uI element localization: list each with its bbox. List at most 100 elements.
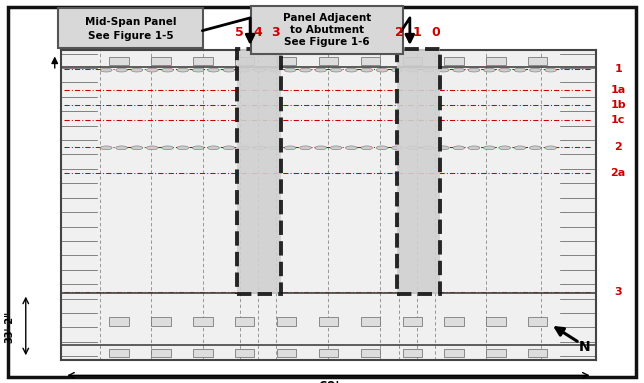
Ellipse shape — [162, 68, 173, 72]
Ellipse shape — [422, 146, 434, 150]
Bar — [528, 349, 547, 357]
Ellipse shape — [407, 146, 419, 150]
Ellipse shape — [131, 146, 143, 150]
Bar — [319, 317, 338, 326]
Ellipse shape — [177, 68, 189, 72]
Ellipse shape — [223, 146, 234, 150]
Text: 33'-2": 33'-2" — [5, 311, 15, 342]
Bar — [402, 349, 422, 357]
Ellipse shape — [146, 146, 158, 150]
Ellipse shape — [437, 146, 449, 150]
Bar — [528, 57, 547, 65]
Ellipse shape — [376, 146, 388, 150]
Bar — [109, 317, 129, 326]
Ellipse shape — [346, 68, 357, 72]
Bar — [235, 317, 254, 326]
Bar — [444, 349, 464, 357]
Ellipse shape — [269, 68, 281, 72]
Bar — [151, 57, 171, 65]
Text: 3: 3 — [614, 287, 622, 297]
Ellipse shape — [100, 146, 112, 150]
Ellipse shape — [100, 68, 112, 72]
Text: 1b: 1b — [611, 100, 626, 110]
Ellipse shape — [238, 146, 250, 150]
Ellipse shape — [208, 146, 220, 150]
Ellipse shape — [285, 68, 296, 72]
Text: Panel Adjacent: Panel Adjacent — [283, 13, 371, 23]
Ellipse shape — [299, 146, 311, 150]
Ellipse shape — [392, 146, 403, 150]
Text: 5: 5 — [235, 26, 244, 39]
Text: 0: 0 — [431, 26, 440, 39]
Ellipse shape — [484, 68, 495, 72]
Ellipse shape — [299, 68, 311, 72]
Ellipse shape — [131, 68, 143, 72]
Text: 60': 60' — [317, 380, 339, 383]
Ellipse shape — [422, 68, 434, 72]
Ellipse shape — [529, 68, 541, 72]
Bar — [486, 317, 506, 326]
Bar — [397, 49, 440, 294]
Ellipse shape — [330, 68, 342, 72]
Bar — [61, 50, 596, 360]
Text: 3: 3 — [271, 26, 280, 39]
Ellipse shape — [468, 146, 480, 150]
Text: to Abutment: to Abutment — [290, 25, 364, 35]
Ellipse shape — [529, 146, 541, 150]
Ellipse shape — [177, 146, 189, 150]
Ellipse shape — [392, 68, 403, 72]
Ellipse shape — [468, 68, 480, 72]
Bar — [319, 57, 338, 65]
Bar — [193, 57, 213, 65]
Bar — [277, 349, 296, 357]
Text: 2a: 2a — [611, 169, 626, 178]
Text: 1a: 1a — [611, 85, 626, 95]
Ellipse shape — [514, 146, 526, 150]
Bar — [277, 317, 296, 326]
Bar — [235, 57, 254, 65]
Ellipse shape — [315, 146, 327, 150]
Ellipse shape — [269, 146, 281, 150]
Bar — [361, 317, 380, 326]
Bar — [237, 49, 281, 294]
Ellipse shape — [116, 68, 128, 72]
Ellipse shape — [484, 146, 495, 150]
Ellipse shape — [346, 146, 357, 150]
Ellipse shape — [208, 68, 220, 72]
Ellipse shape — [315, 68, 327, 72]
Bar — [486, 57, 506, 65]
Bar — [444, 57, 464, 65]
Bar — [361, 349, 380, 357]
Ellipse shape — [285, 146, 296, 150]
Bar — [444, 317, 464, 326]
Bar — [151, 317, 171, 326]
Text: 4: 4 — [253, 26, 262, 39]
Bar — [151, 349, 171, 357]
Bar — [193, 349, 213, 357]
Ellipse shape — [238, 68, 250, 72]
FancyBboxPatch shape — [58, 8, 203, 48]
Text: 2: 2 — [614, 142, 622, 152]
Bar — [109, 57, 129, 65]
Ellipse shape — [453, 146, 464, 150]
Ellipse shape — [545, 146, 556, 150]
Ellipse shape — [499, 68, 511, 72]
Bar — [277, 57, 296, 65]
Ellipse shape — [361, 146, 372, 150]
Ellipse shape — [437, 68, 449, 72]
Text: Mid-Span Panel: Mid-Span Panel — [84, 17, 176, 27]
Bar — [319, 349, 338, 357]
Ellipse shape — [514, 68, 526, 72]
Ellipse shape — [116, 146, 128, 150]
Ellipse shape — [330, 146, 342, 150]
FancyBboxPatch shape — [251, 6, 402, 54]
Ellipse shape — [545, 68, 556, 72]
Bar — [361, 57, 380, 65]
Text: 1: 1 — [413, 26, 422, 39]
Text: See Figure 1-5: See Figure 1-5 — [88, 31, 173, 41]
Bar — [486, 349, 506, 357]
Bar — [109, 349, 129, 357]
Text: 1c: 1c — [611, 115, 625, 125]
Ellipse shape — [407, 68, 419, 72]
Text: 2: 2 — [395, 26, 404, 39]
